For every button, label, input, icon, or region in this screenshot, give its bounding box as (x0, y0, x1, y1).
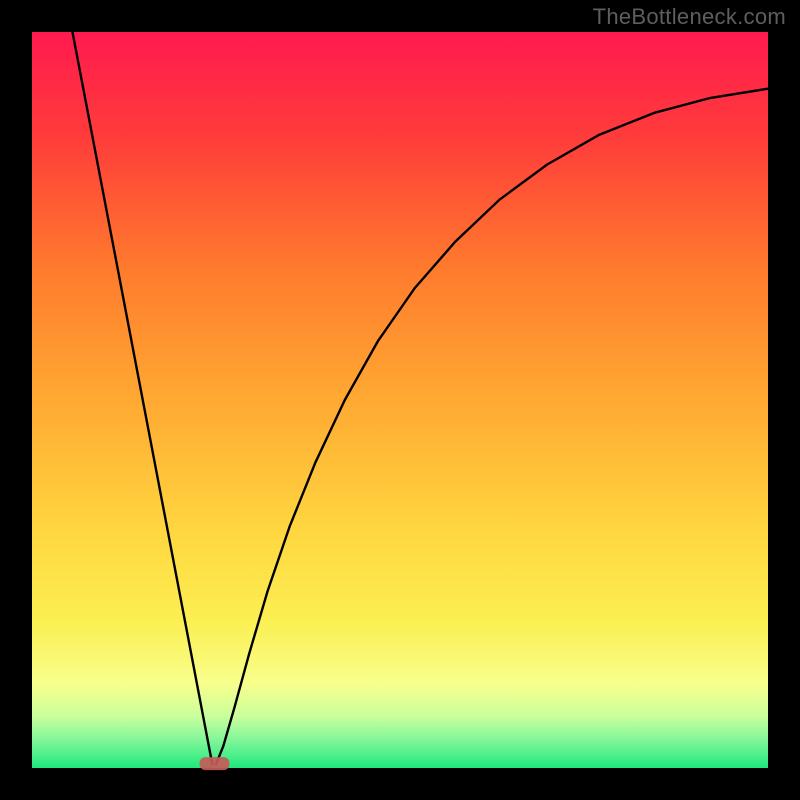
chart-frame: TheBottleneck.com (0, 0, 800, 800)
chart-svg (0, 0, 800, 800)
watermark-label: TheBottleneck.com (593, 4, 786, 30)
optimum-marker (200, 757, 230, 770)
